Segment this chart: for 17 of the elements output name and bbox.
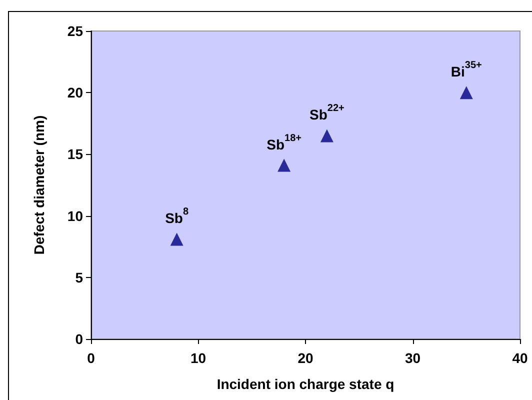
y-tick-label: 0 xyxy=(75,331,84,347)
x-tick-label: 30 xyxy=(404,350,421,366)
point xyxy=(320,129,334,142)
y-tick-label: 10 xyxy=(67,208,84,224)
y-tick-label: 20 xyxy=(67,84,84,101)
x-tick-label: 0 xyxy=(87,350,96,366)
y-axis-title: Defect diameter (nm) xyxy=(31,115,47,255)
point xyxy=(460,86,473,100)
y-tick-label: 5 xyxy=(75,269,84,286)
x-tick-label: 40 xyxy=(512,350,528,366)
point xyxy=(278,158,291,172)
point xyxy=(170,232,184,246)
y-tick-label: 25 xyxy=(67,23,84,39)
y-tick-label: 15 xyxy=(67,146,84,162)
x-axis-title: Incident ion charge state q xyxy=(216,376,394,392)
x-tick-label: 10 xyxy=(190,350,206,366)
x-tick-label: 20 xyxy=(298,350,314,366)
